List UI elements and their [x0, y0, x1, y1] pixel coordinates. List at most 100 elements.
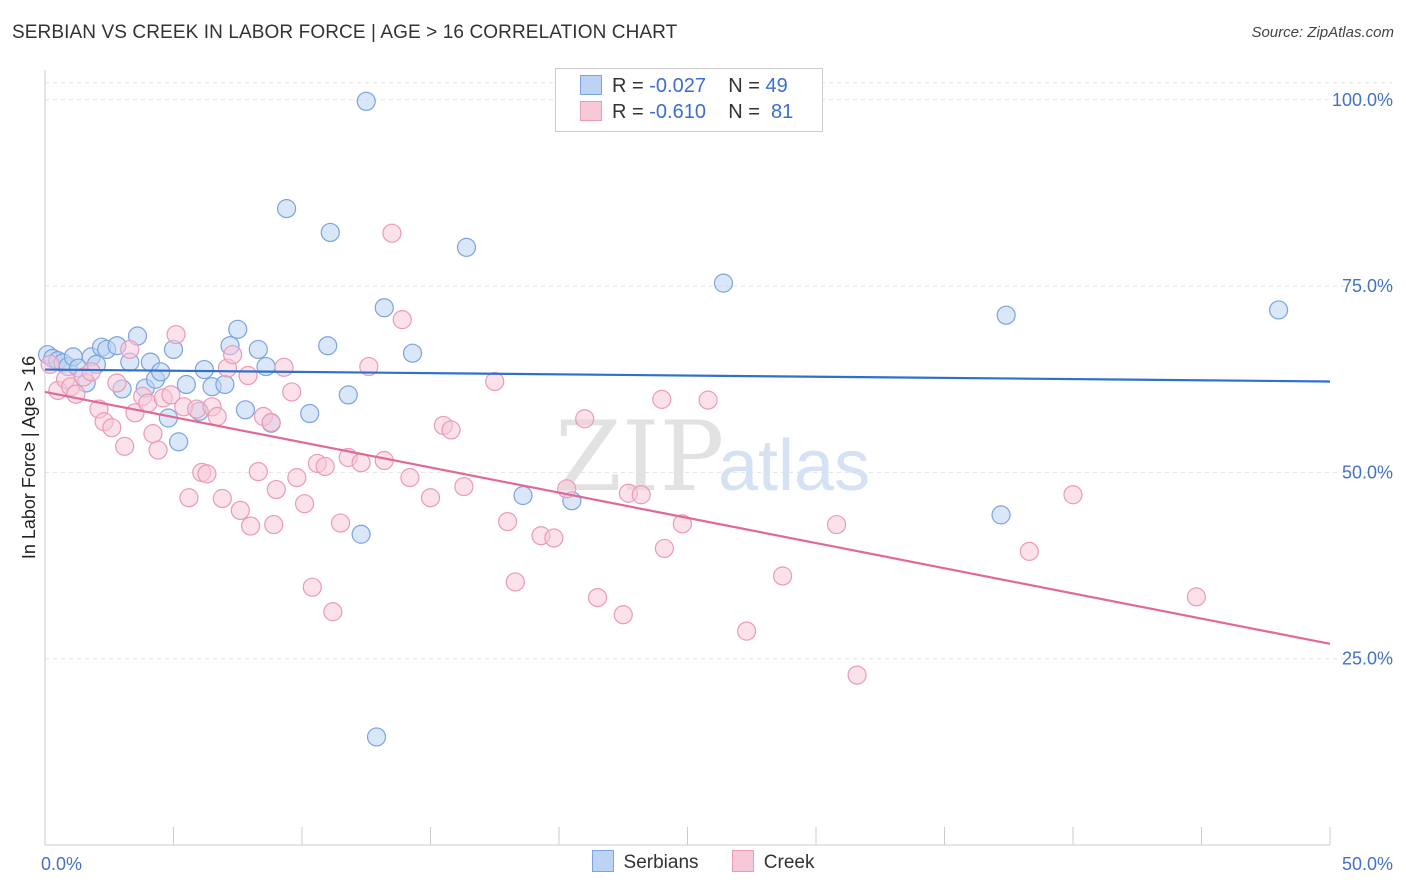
- point-serbians: [338, 385, 358, 405]
- point-creek: [223, 345, 243, 365]
- point-creek: [315, 456, 335, 477]
- point-creek: [120, 339, 140, 360]
- point-serbians: [996, 305, 1016, 325]
- point-creek: [230, 500, 250, 521]
- point-serbians: [276, 199, 297, 219]
- points-layer: [37, 91, 1289, 747]
- point-creek: [400, 468, 420, 488]
- point-serbians: [256, 356, 276, 377]
- point-creek: [587, 587, 608, 608]
- series-legend: Serbians Creek: [0, 850, 1406, 874]
- legend-r-value-serbians: -0.027: [649, 75, 706, 97]
- legend-r-label: R =: [612, 101, 644, 123]
- trendline-serbians: [44, 368, 1331, 383]
- point-creek: [143, 424, 163, 444]
- point-serbians: [151, 362, 171, 382]
- point-serbians: [300, 403, 320, 424]
- y-tick-label: 75.0%: [1342, 276, 1393, 296]
- point-creek: [323, 602, 343, 622]
- legend-n-label: N =: [728, 75, 760, 97]
- point-creek: [359, 356, 379, 377]
- point-serbians: [356, 91, 376, 111]
- x-tick-label-min: 0.0%: [41, 854, 82, 874]
- point-creek: [575, 409, 595, 429]
- legend-label-creek: Creek: [763, 852, 815, 873]
- point-creek: [148, 440, 168, 460]
- point-serbians: [366, 727, 387, 747]
- point-serbians: [215, 374, 235, 395]
- point-creek: [166, 324, 186, 345]
- point-serbians: [248, 339, 268, 360]
- point-creek: [238, 365, 258, 386]
- legend-swatch-creek: [580, 101, 602, 121]
- point-creek: [392, 310, 412, 330]
- point-serbians: [194, 359, 214, 380]
- y-tick-label: 25.0%: [1342, 649, 1393, 669]
- point-creek: [102, 418, 122, 438]
- point-creek: [631, 485, 651, 505]
- point-creek: [1019, 541, 1039, 561]
- point-creek: [654, 538, 674, 559]
- legend-swatch-serbians: [580, 75, 602, 95]
- point-creek: [1186, 587, 1206, 607]
- legend-n-value-serbians: 49: [765, 75, 788, 97]
- point-creek: [826, 514, 847, 535]
- y-tick-label: 50.0%: [1342, 462, 1393, 482]
- point-creek: [351, 453, 371, 473]
- trendline-creek: [44, 390, 1331, 645]
- point-creek: [212, 488, 232, 509]
- point-serbians: [991, 505, 1011, 525]
- point-creek: [107, 373, 127, 393]
- point-creek: [454, 476, 474, 497]
- y-axis-title: In Labor Force | Age > 16: [19, 356, 39, 559]
- point-serbians: [176, 374, 196, 395]
- legend-row-serbians: R = -0.027 N = 49: [580, 75, 788, 101]
- point-creek: [613, 605, 633, 625]
- chart-source: Source: ZipAtlas.com: [1251, 24, 1394, 41]
- point-creek: [115, 436, 135, 456]
- legend-swatch-serbians: [591, 850, 614, 872]
- point-serbians: [235, 400, 256, 420]
- point-serbians: [402, 343, 423, 363]
- chart-title: SERBIAN VS CREEK IN LABOR FORCE | AGE > …: [12, 22, 678, 43]
- point-creek: [498, 511, 518, 532]
- legend-label-serbians: Serbians: [623, 852, 699, 873]
- point-creek: [282, 382, 302, 402]
- point-creek: [544, 528, 564, 548]
- stats-legend: R = -0.027 N = 49 R = -0.610 N = 81: [555, 68, 823, 132]
- point-serbians: [320, 222, 340, 243]
- point-creek: [672, 514, 692, 534]
- point-serbians: [169, 432, 189, 452]
- point-serbians: [513, 485, 533, 506]
- point-creek: [241, 516, 261, 536]
- point-creek: [505, 572, 525, 592]
- x-tick-label-max: 50.0%: [1342, 854, 1393, 874]
- point-creek: [420, 488, 441, 508]
- point-serbians: [456, 237, 477, 257]
- legend-r-label: R =: [612, 75, 644, 97]
- point-serbians: [713, 273, 734, 293]
- point-creek: [66, 384, 86, 404]
- point-creek: [772, 566, 793, 586]
- point-creek: [698, 390, 718, 410]
- legend-item-serbians[interactable]: Serbians: [591, 850, 699, 874]
- labels-layer: 25.0% 50.0% 75.0% 100.0% 0.0% 50.0% In Labor F…: [19, 90, 1393, 874]
- point-creek: [261, 412, 281, 433]
- point-serbians: [318, 336, 338, 356]
- point-creek: [264, 514, 284, 535]
- legend-swatch-creek: [731, 850, 754, 872]
- point-creek: [737, 621, 757, 641]
- point-creek: [441, 420, 461, 440]
- point-creek: [207, 406, 227, 427]
- point-creek: [287, 468, 307, 488]
- point-creek: [274, 357, 294, 377]
- legend-row-creek: R = -0.610 N = 81: [580, 101, 793, 127]
- legend-n-label: N =: [728, 101, 760, 123]
- point-creek: [652, 389, 672, 409]
- point-creek: [485, 371, 505, 392]
- point-serbians: [228, 319, 248, 339]
- legend-item-creek[interactable]: Creek: [731, 850, 815, 874]
- legend-r-value-creek: -0.610: [649, 101, 706, 123]
- point-creek: [197, 464, 217, 484]
